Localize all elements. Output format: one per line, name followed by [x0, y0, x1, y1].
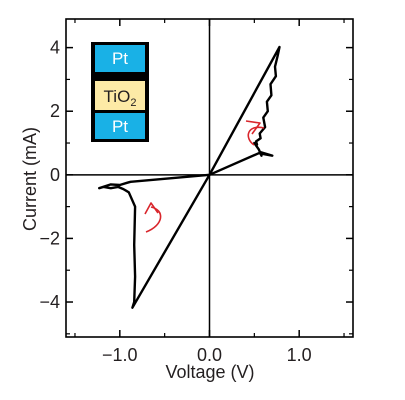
pt-top-label: Pt [112, 49, 128, 68]
x-axis: −1.0 0.0 1.0 [74, 19, 345, 365]
y-tick-label: 2 [50, 101, 60, 121]
y-axis-label: Current (mA) [20, 127, 40, 231]
x-tick-label: −1.0 [102, 345, 138, 365]
y-tick-label: −2 [39, 228, 60, 248]
hysteresis-arrow-upper [245, 120, 265, 146]
tio2-label: TiO2 [104, 87, 137, 109]
y-tick-label: −4 [39, 292, 60, 312]
y-tick-label: 0 [50, 165, 60, 185]
pt-bottom-layer [95, 113, 145, 139]
pt-bottom-label: Pt [112, 117, 128, 136]
tio2-layer [95, 81, 145, 110]
pt-top-layer [95, 45, 145, 72]
y-tick-label: 4 [50, 38, 60, 58]
x-axis-label: Voltage (V) [165, 362, 254, 382]
x-tick-label: 0.0 [197, 345, 222, 365]
iv-curve-series [98, 45, 281, 309]
y-axis: −4 −2 0 2 4 [39, 38, 353, 335]
hysteresis-arrow-lower [144, 202, 162, 233]
x-tick-label: 1.0 [287, 345, 312, 365]
device-stack-inset: Pt TiO2 Pt [91, 42, 149, 142]
